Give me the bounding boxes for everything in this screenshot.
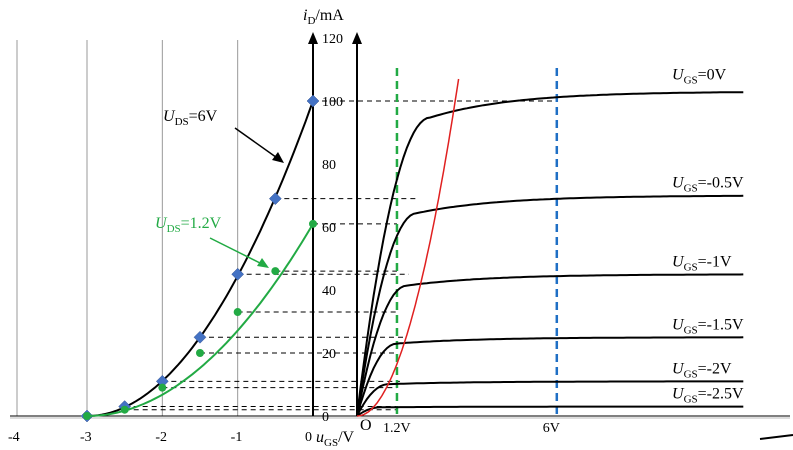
marker-label: 6V	[543, 421, 560, 436]
curve-label: UGS=-1.5V	[672, 316, 744, 336]
data-point	[233, 308, 242, 317]
legend-arrowhead	[272, 152, 284, 163]
bottom-stroke	[759, 434, 793, 440]
output-curve	[356, 336, 744, 417]
data-point	[306, 94, 320, 108]
legend-arrow	[234, 127, 281, 161]
x-tick-labels: -4 -3 -2 -1 0	[8, 430, 312, 445]
data-point	[309, 219, 317, 228]
x-tick-label: -2	[155, 430, 167, 445]
curve-label: UGS=0V	[672, 67, 727, 87]
data-point	[231, 267, 245, 281]
legend-uds6: UDS=6V	[163, 108, 218, 128]
x-axis-label: uGS/V	[316, 429, 355, 449]
curve-label: UGS=-1V	[672, 253, 732, 273]
transfer-curves	[80, 94, 320, 423]
x-tick-label: 0	[305, 430, 312, 445]
y-tick-label: 60	[322, 221, 336, 236]
marker-label: 1.2V	[383, 421, 411, 436]
output-curve	[356, 405, 744, 417]
data-point	[193, 330, 207, 344]
legend-arrow	[209, 237, 265, 266]
y-axis-output-arrow	[352, 32, 362, 44]
x-tick-label: -4	[8, 430, 20, 445]
curve-label: UGS=-2V	[672, 360, 732, 380]
output-markers: 1.2V 6V	[383, 68, 560, 436]
curve-label: UGS=-0.5V	[672, 175, 744, 195]
y-tick-label: 100	[322, 95, 343, 110]
y-tick-labels: 0 20 40 60 80 100 120	[322, 32, 343, 425]
data-point	[196, 349, 204, 357]
data-point	[158, 383, 167, 392]
legend-arrowhead	[257, 258, 269, 268]
y-axis-arrow	[308, 32, 318, 44]
y-tick-label: 20	[322, 347, 336, 362]
guide-dashes	[124, 100, 557, 411]
data-point	[271, 267, 280, 276]
x-tick-label: -1	[231, 430, 243, 445]
y-tick-label: 80	[322, 158, 336, 173]
pinch-off-curve	[356, 78, 460, 417]
y-tick-label: 120	[322, 32, 343, 47]
data-point	[83, 412, 91, 420]
data-point	[120, 405, 129, 414]
output-curves: UGS=0V UGS=-0.5V UGS=-1V UGS=-1.5V UGS=-2V UG…	[356, 67, 744, 417]
origin-label: O	[360, 417, 372, 434]
legend-uds12: UDS=1.2V	[155, 215, 222, 235]
output-curve	[356, 194, 744, 417]
y-tick-label: 40	[322, 284, 336, 299]
data-point	[268, 192, 282, 206]
y-tick-label: 0	[322, 410, 329, 425]
output-curve	[356, 380, 744, 417]
curve-label: UGS=-2.5V	[672, 386, 744, 406]
output-curve	[356, 91, 744, 417]
transfer-grid	[16, 40, 239, 416]
x-tick-label: -3	[80, 430, 92, 445]
y-axis-label: iD/mA	[303, 7, 344, 27]
